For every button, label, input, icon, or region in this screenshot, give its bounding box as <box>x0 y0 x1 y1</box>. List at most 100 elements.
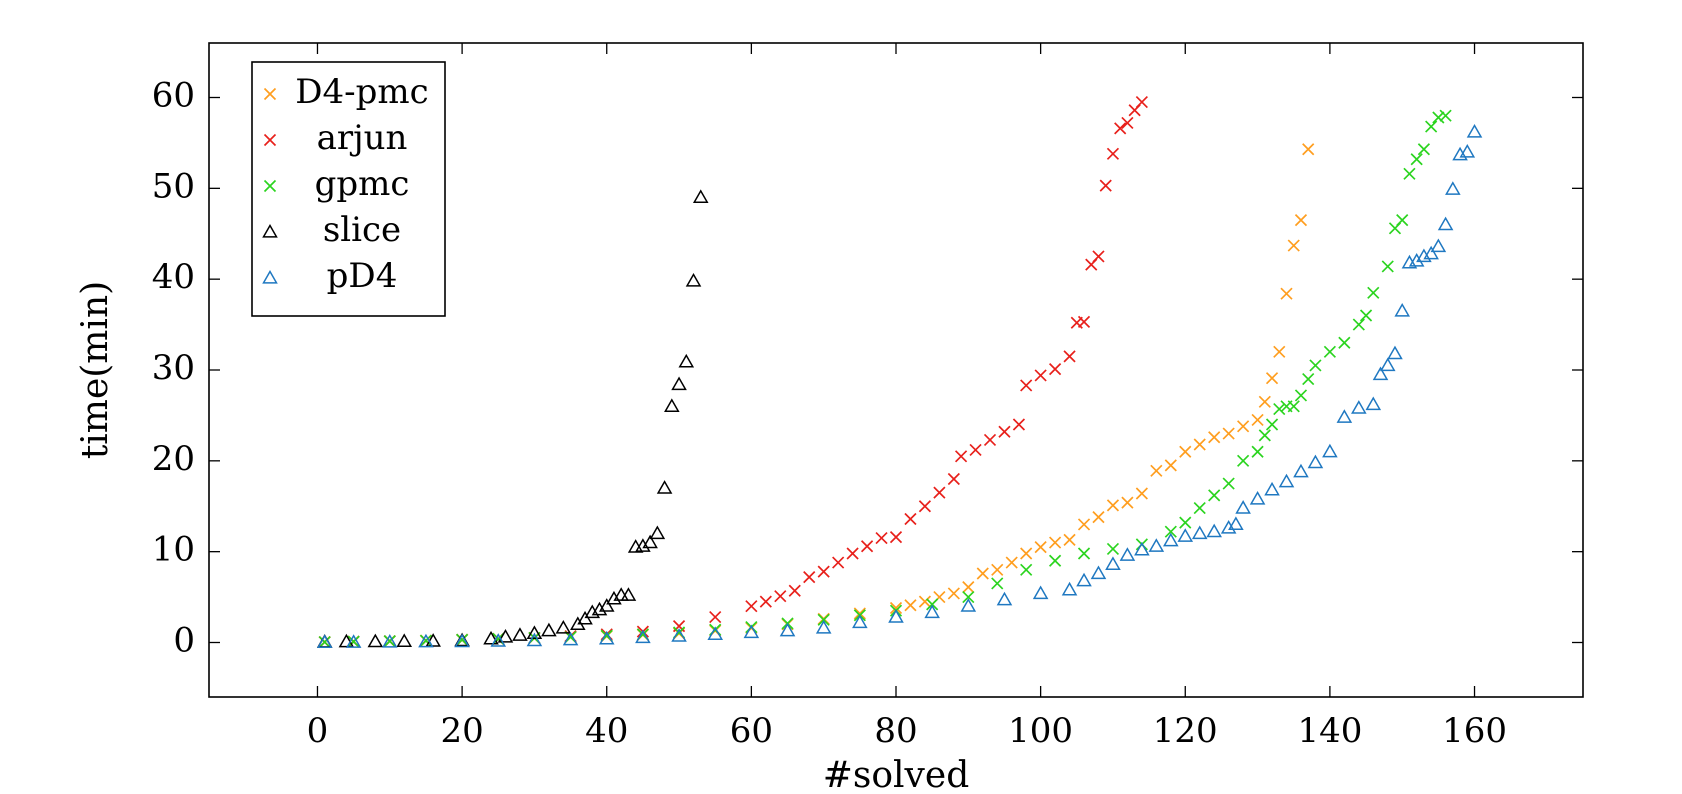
data-point <box>671 628 687 642</box>
data-point <box>1076 572 1092 587</box>
data-point <box>1381 260 1394 273</box>
legend-label: arjun <box>317 118 408 158</box>
data-point <box>562 631 579 646</box>
series-gpmc <box>318 109 1452 649</box>
y-tick-label: 50 <box>152 166 195 206</box>
data-point <box>1425 120 1438 133</box>
data-point <box>960 598 977 612</box>
data-point <box>1278 473 1295 488</box>
data-point <box>1273 345 1286 358</box>
data-point <box>541 622 557 637</box>
data-point <box>709 610 722 624</box>
data-point <box>1351 400 1367 414</box>
data-point <box>1121 496 1134 509</box>
y-tick-label: 30 <box>152 348 195 388</box>
data-point <box>649 525 666 540</box>
legend-marker <box>262 269 278 284</box>
data-point <box>1273 402 1286 416</box>
data-point <box>1020 379 1033 392</box>
data-point <box>1307 454 1324 469</box>
data-point <box>947 587 960 600</box>
data-point <box>889 601 903 615</box>
x-tick-labels: 0 20 40 60 80 100 120 140 160 <box>307 711 1507 751</box>
data-point <box>1309 359 1322 372</box>
y-tick-labels: 0 10 20 30 40 50 60 <box>152 76 195 661</box>
data-point <box>947 472 960 486</box>
data-point <box>555 619 572 634</box>
data-point <box>1032 585 1049 600</box>
x-axis-label: #solved <box>823 755 970 794</box>
x-tick-label: 80 <box>874 711 917 751</box>
data-point <box>1164 459 1177 472</box>
data-point <box>383 635 396 648</box>
data-point <box>1396 214 1409 227</box>
data-point <box>1020 563 1033 576</box>
data-point <box>1048 536 1062 549</box>
data-point <box>591 601 608 616</box>
data-point <box>664 398 680 412</box>
data-point <box>1287 400 1300 413</box>
data-point <box>707 626 724 640</box>
data-point <box>347 635 360 648</box>
data-point <box>803 570 816 584</box>
data-point <box>1249 490 1266 505</box>
data-point <box>1437 216 1454 231</box>
legend-entries: D4-pmc arjun gpmc slice pD4 <box>262 72 429 296</box>
data-point <box>904 512 917 526</box>
data-point <box>1063 350 1076 363</box>
data-point <box>418 633 434 648</box>
data-point <box>1206 523 1222 538</box>
data-point <box>1063 533 1076 546</box>
data-point <box>875 531 888 545</box>
data-point <box>852 614 868 629</box>
data-point <box>425 633 441 647</box>
data-point <box>1164 525 1177 538</box>
data-point <box>745 600 758 613</box>
data-point <box>774 590 787 603</box>
data-point <box>483 630 499 645</box>
data-point <box>1322 443 1338 458</box>
data-point <box>1220 520 1237 534</box>
legend: D4-pmc arjun gpmc slice pD4 <box>251 61 446 317</box>
data-point <box>598 598 615 612</box>
x-tick-label: 160 <box>1442 711 1507 751</box>
data-point <box>1265 418 1279 431</box>
data-point <box>1403 167 1416 180</box>
data-point <box>598 630 615 645</box>
data-point <box>888 609 904 623</box>
data-point <box>962 590 975 604</box>
data-point <box>526 632 543 647</box>
legend-marker <box>263 87 277 101</box>
data-point <box>1077 547 1091 560</box>
data-point <box>1135 487 1148 500</box>
data-point <box>338 633 355 648</box>
data-point <box>1077 518 1091 531</box>
data-point <box>490 633 507 647</box>
data-point <box>1379 357 1396 372</box>
data-point <box>1177 528 1194 542</box>
legend-entry-slice: slice <box>262 210 401 250</box>
data-point <box>1148 538 1165 552</box>
data-point <box>1302 143 1315 156</box>
data-point <box>1106 147 1120 160</box>
data-point <box>918 595 932 608</box>
data-point <box>1208 431 1221 444</box>
data-point <box>316 634 333 648</box>
data-point <box>998 425 1011 438</box>
legend-marker <box>263 179 277 193</box>
data-point <box>1432 111 1445 124</box>
data-point <box>456 633 469 646</box>
legend-entry-arjun: arjun <box>263 118 408 158</box>
data-point <box>1235 500 1251 514</box>
data-point <box>817 613 830 626</box>
data-point <box>846 547 859 560</box>
data-point <box>1294 389 1308 402</box>
data-point <box>1430 238 1447 253</box>
data-point <box>1228 516 1244 531</box>
data-point <box>1034 541 1047 554</box>
data-point <box>526 625 543 640</box>
data-point <box>1423 245 1439 260</box>
data-point <box>1367 286 1380 299</box>
data-point <box>1294 214 1308 227</box>
data-point <box>1445 181 1461 195</box>
